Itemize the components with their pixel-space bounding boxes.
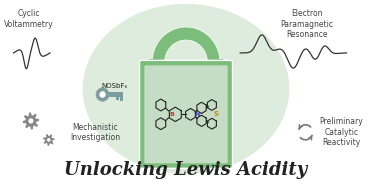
Text: Preliminary
Catalytic
Reactivity: Preliminary Catalytic Reactivity bbox=[320, 117, 363, 147]
Text: Electron
Paramagnetic
Resonance: Electron Paramagnetic Resonance bbox=[281, 9, 334, 39]
Circle shape bbox=[47, 138, 51, 142]
Circle shape bbox=[99, 91, 106, 98]
Text: S: S bbox=[214, 111, 218, 117]
Text: Unlocking Lewis Acidity: Unlocking Lewis Acidity bbox=[64, 161, 308, 179]
Text: Cyclic
Voltammetry: Cyclic Voltammetry bbox=[4, 9, 54, 29]
Polygon shape bbox=[152, 27, 220, 62]
FancyBboxPatch shape bbox=[144, 65, 228, 163]
Text: Mechanistic
Investigation: Mechanistic Investigation bbox=[70, 123, 120, 142]
Ellipse shape bbox=[83, 4, 289, 174]
Circle shape bbox=[28, 118, 33, 124]
Circle shape bbox=[96, 88, 109, 101]
Bar bbox=[105, 92, 123, 97]
Text: N: N bbox=[194, 112, 199, 117]
Text: NOSbF₆: NOSbF₆ bbox=[102, 83, 128, 88]
Bar bbox=[149, 59, 161, 67]
Polygon shape bbox=[23, 112, 39, 129]
Polygon shape bbox=[43, 134, 55, 146]
Bar bbox=[120, 97, 123, 101]
FancyBboxPatch shape bbox=[140, 60, 232, 168]
Text: B: B bbox=[169, 112, 174, 117]
Bar bbox=[116, 97, 119, 100]
Bar bbox=[211, 59, 223, 67]
